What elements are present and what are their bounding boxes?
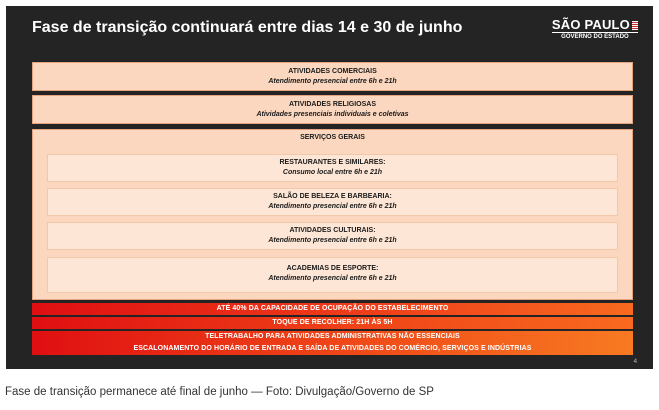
panel-atividades-religiosas: ATIVIDADES RELIGIOSAS Atividades presenc… [32, 95, 633, 124]
flag-icon [632, 21, 638, 30]
card-salao-de-beleza: SALÃO DE BELEZA E BARBEARIA: Atendimento… [47, 188, 618, 216]
band-teletrabalho-text: TELETRABALHO PARA ATIVIDADES ADMINISTRAT… [205, 333, 460, 340]
card-subtitle: Consumo local entre 6h e 21h [282, 169, 383, 176]
panel-subtitle: Atividades presenciais individuais e col… [256, 111, 409, 118]
band-capacidade: ATÉ 40% DA CAPACIDADE DE OCUPAÇÃO DO EST… [32, 303, 633, 315]
panel-atividades-comerciais: ATIVIDADES COMERCIAIS Atendimento presen… [32, 62, 633, 91]
panel-title: SERVIÇOS GERAIS [300, 134, 365, 141]
sao-paulo-logo: SÃO PAULO GOVERNO DO ESTADO [551, 17, 638, 41]
page-number: 4 [633, 359, 637, 365]
slide-image: Fase de transição continuará entre dias … [6, 6, 653, 369]
slide-title: Fase de transição continuará entre dias … [32, 19, 463, 36]
card-title: RESTAURANTES E SIMILARES: [279, 159, 386, 166]
band-teletrabalho: TELETRABALHO PARA ATIVIDADES ADMINISTRAT… [32, 331, 633, 355]
card-subtitle: Atendimento presencial entre 6h e 21h [268, 237, 397, 244]
card-restaurantes: RESTAURANTES E SIMILARES: Consumo local … [47, 154, 618, 182]
card-subtitle: Atendimento presencial entre 6h e 21h [268, 275, 397, 282]
card-title: SALÃO DE BELEZA E BARBEARIA: [273, 193, 392, 200]
card-academias: ACADEMIAS DE ESPORTE: Atendimento presen… [47, 257, 618, 293]
band-escalonamento-text: ESCALONAMENTO DO HORÁRIO DE ENTRADA E SA… [133, 345, 532, 352]
card-subtitle: Atendimento presencial entre 6h e 21h [268, 203, 397, 210]
logo-name: SÃO PAULO [551, 17, 630, 32]
card-title: ATIVIDADES CULTURAIS: [289, 227, 376, 234]
panel-subtitle: Atendimento presencial entre 6h e 21h [268, 78, 397, 85]
panel-title: ATIVIDADES COMERCIAIS [288, 68, 377, 75]
photo-caption: Fase de transição permanece até final de… [5, 386, 434, 398]
logo-subtitle: GOVERNO DO ESTADO [551, 32, 638, 41]
band-toque-de-recolher: TOQUE DE RECOLHER: 21H ÀS 5H [32, 317, 633, 329]
card-atividades-culturais: ATIVIDADES CULTURAIS: Atendimento presen… [47, 222, 618, 250]
panel-servicos-gerais: SERVIÇOS GERAIS RESTAURANTES E SIMILARES… [32, 129, 633, 300]
card-title: ACADEMIAS DE ESPORTE: [286, 265, 379, 272]
panel-title: ATIVIDADES RELIGIOSAS [289, 101, 376, 108]
